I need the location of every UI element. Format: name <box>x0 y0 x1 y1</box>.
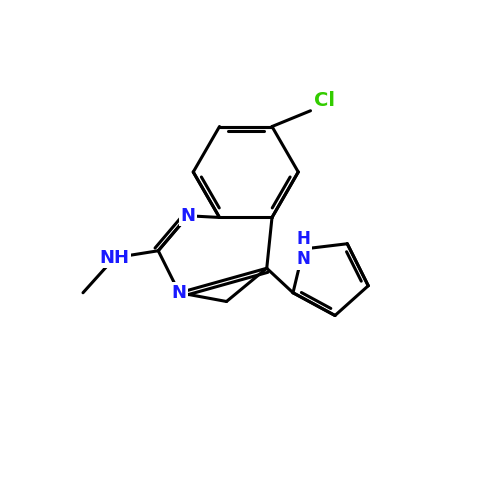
Text: Cl: Cl <box>314 91 335 110</box>
Text: N: N <box>172 284 187 302</box>
Text: N: N <box>180 207 196 225</box>
Text: H
N: H N <box>296 230 310 268</box>
Text: NH: NH <box>100 248 130 267</box>
